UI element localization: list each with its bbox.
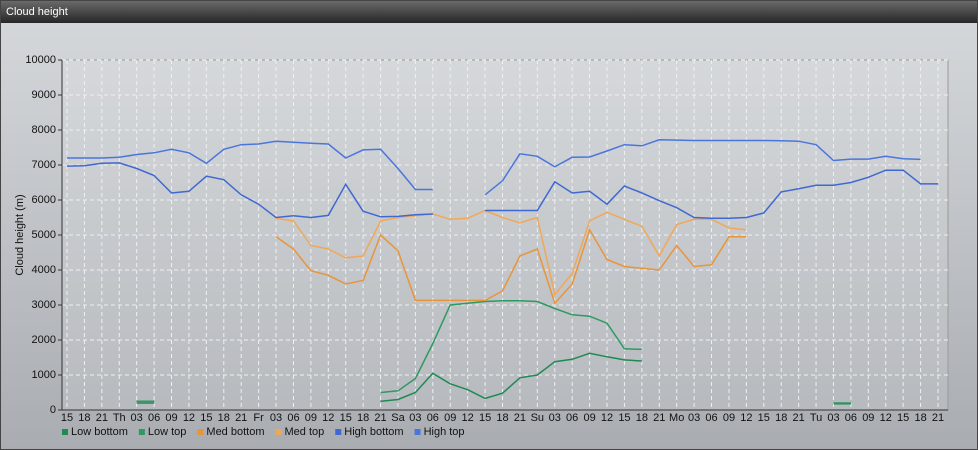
x-tick-label: 21: [374, 412, 386, 424]
x-tick-label: 18: [775, 412, 787, 424]
x-tick-label: 06: [566, 412, 578, 424]
x-tick-label: 12: [462, 412, 474, 424]
x-tick-label: 09: [305, 412, 317, 424]
x-tick-label: Sa: [391, 412, 405, 424]
x-tick-label: 06: [287, 412, 299, 424]
x-tick-label: Su: [531, 412, 544, 424]
x-tick-label: 12: [601, 412, 613, 424]
x-tick-label: 09: [444, 412, 456, 424]
x-tick-label: 18: [78, 412, 90, 424]
y-tick-label: 8000: [32, 124, 56, 136]
y-tick-label: 1000: [32, 369, 56, 381]
chart-title: Cloud height: [1, 1, 977, 23]
x-tick-label: 03: [409, 412, 421, 424]
series-line: [136, 300, 851, 404]
x-tick-label: 09: [583, 412, 595, 424]
x-tick-label: 15: [618, 412, 630, 424]
x-tick-label: 12: [322, 412, 334, 424]
x-tick-label: Tu: [810, 412, 822, 424]
x-tick-label: 06: [705, 412, 717, 424]
legend-swatch: [414, 429, 421, 435]
x-tick-label: Th: [113, 412, 126, 424]
x-tick-label: 03: [549, 412, 561, 424]
x-tick-label: 03: [827, 412, 839, 424]
x-tick-label: 15: [200, 412, 212, 424]
x-tick-label: 03: [131, 412, 143, 424]
y-tick-label: 2000: [32, 334, 56, 346]
x-tick-label: 12: [183, 412, 195, 424]
x-tick-label: 12: [740, 412, 752, 424]
legend-label: Med bottom: [206, 426, 264, 438]
x-tick-label: 21: [932, 412, 944, 424]
x-tick-label: 06: [845, 412, 857, 424]
legend-swatch: [197, 429, 204, 435]
legend-swatch: [335, 429, 342, 435]
legend-label: Low top: [148, 426, 187, 438]
x-tick-label: 15: [479, 412, 491, 424]
series-line: [275, 227, 747, 305]
x-tick-label: 03: [688, 412, 700, 424]
x-tick-label: 12: [880, 412, 892, 424]
x-tick-label: 18: [496, 412, 508, 424]
legend-swatch: [62, 429, 68, 435]
x-tick-label: 21: [96, 412, 108, 424]
y-tick-label: 0: [50, 404, 56, 416]
x-tick-label: 21: [514, 412, 526, 424]
x-tick-label: 09: [862, 412, 874, 424]
x-tick-label: Fr: [253, 412, 264, 424]
legend-label: Med top: [285, 426, 325, 438]
y-tick-label: 6000: [32, 194, 56, 206]
x-tick-label: Mo: [669, 412, 684, 424]
series-line: [275, 209, 747, 297]
x-tick-label: 21: [235, 412, 247, 424]
series-line: [67, 139, 921, 196]
x-tick-label: 15: [897, 412, 909, 424]
x-tick-label: 06: [148, 412, 160, 424]
y-tick-label: 5000: [32, 229, 56, 241]
legend-swatch: [138, 429, 145, 435]
series-line: [66, 162, 938, 219]
y-tick-label: 7000: [32, 159, 56, 171]
legend-label: High bottom: [344, 426, 403, 438]
y-tick-label: 9000: [32, 89, 56, 101]
x-tick-label: 18: [218, 412, 230, 424]
x-tick-label: 21: [653, 412, 665, 424]
legend-swatch: [275, 429, 282, 435]
x-tick-label: 18: [357, 412, 369, 424]
y-tick-label: 4000: [32, 264, 56, 276]
x-tick-label: 15: [61, 412, 73, 424]
legend-label: High top: [424, 426, 465, 438]
y-tick-label: 3000: [32, 299, 56, 311]
x-tick-label: 18: [914, 412, 926, 424]
x-tick-label: 18: [636, 412, 648, 424]
y-tick-label: 10000: [25, 54, 56, 66]
legend-label: Low bottom: [71, 426, 128, 438]
x-tick-label: 06: [427, 412, 439, 424]
x-tick-label: 03: [270, 412, 282, 424]
x-tick-label: 21: [793, 412, 805, 424]
y-axis-label: Cloud height (m): [14, 194, 26, 275]
x-tick-label: 15: [340, 412, 352, 424]
x-tick-label: 09: [165, 412, 177, 424]
x-tick-label: 15: [758, 412, 770, 424]
chart: Cloud height (m) 0 1000 2000 3000 4000 5000 60…: [14, 54, 949, 438]
x-tick-label: 09: [723, 412, 735, 424]
